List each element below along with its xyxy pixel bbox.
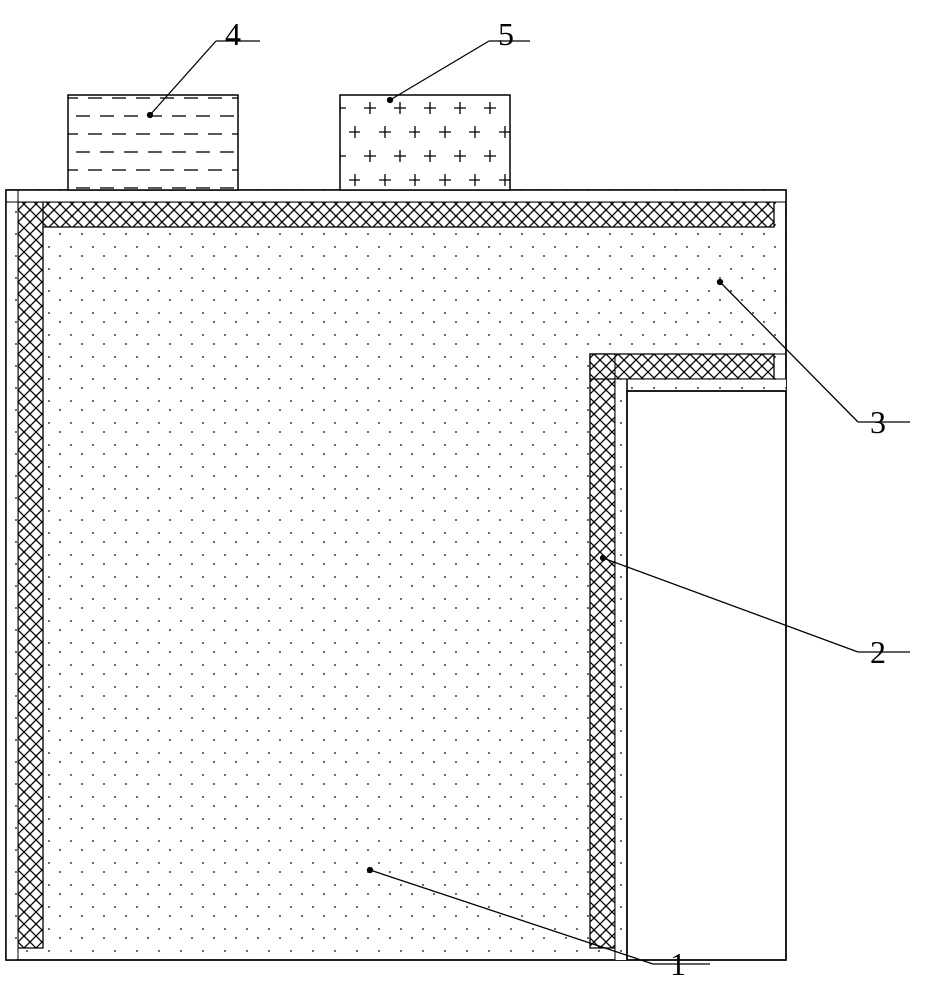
dot-strip-inner-horiz [615,379,786,391]
diagram-container [0,0,947,1000]
void-cutout [627,379,786,960]
hatch-inner-horiz [590,354,774,379]
dot-strip-inner-vert [615,379,627,960]
label-5: 5 [498,16,514,53]
block-4 [68,95,238,190]
label-4: 4 [225,16,241,53]
hatch-outer-top [18,202,774,227]
dot-strip-left [6,190,18,960]
diagram-svg [0,0,947,1000]
label-3: 3 [870,404,886,441]
label-2: 2 [870,634,886,671]
block-5 [340,95,510,190]
hatch-inner-vert [590,354,615,948]
hatch-outer-left [18,202,43,948]
label-1: 1 [670,946,686,983]
dot-strip-top [6,190,786,202]
